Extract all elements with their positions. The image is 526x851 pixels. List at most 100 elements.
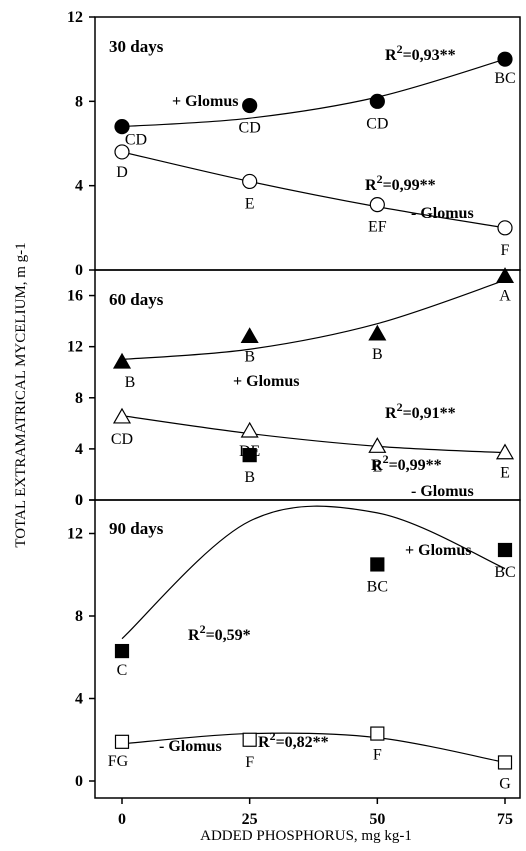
series-label: - Glomus <box>411 205 474 222</box>
data-point <box>370 726 385 741</box>
series-label: + Glomus <box>233 373 299 390</box>
data-point <box>114 643 130 659</box>
data-point <box>114 734 130 749</box>
significance-letter: C <box>117 662 128 679</box>
x-axis-label: ADDED PHOSPHORUS, mg kg-1 <box>200 828 412 844</box>
data-point <box>242 732 257 747</box>
fit-curve <box>121 505 506 640</box>
y-tick-label: 8 <box>75 93 83 110</box>
significance-letter: BC <box>494 564 515 581</box>
data-point <box>368 437 387 453</box>
data-point <box>495 443 515 460</box>
series-plus-glomus: B B B A + Glomus R2=0,91** <box>112 267 515 422</box>
significance-letter: A <box>499 287 511 304</box>
significance-letter: CD <box>125 132 147 149</box>
data-point <box>112 352 132 369</box>
y-tick-label: 4 <box>75 178 83 195</box>
y-axis-label: TOTAL EXTRAMATRICAL MYCELIUM, m g-1 <box>13 242 29 547</box>
significance-letter: CD <box>239 120 261 137</box>
data-point <box>112 407 132 424</box>
significance-letter: E <box>500 465 510 482</box>
x-axis: 0 25 50 75 <box>118 798 513 828</box>
series-minus-glomus: D E EF F - Glomus R2=0,99** <box>114 144 513 259</box>
significance-letter: G <box>499 775 511 792</box>
y-tick-label: 4 <box>75 691 83 708</box>
significance-letter: E <box>372 458 382 475</box>
data-point <box>369 93 385 109</box>
series-minus-glomus: FG F FG- Glomus R2=0,82** <box>108 726 513 792</box>
significance-letter: D <box>116 164 128 181</box>
significance-letter: B <box>125 374 136 391</box>
y-tick-label: 12 <box>67 339 83 356</box>
x-tick-label: 50 <box>369 811 385 828</box>
significance-letter: BC <box>367 578 388 595</box>
panel-1: 0 4 8 12 30 days CD CD CD BC + Glomus R2=0,93** D E E… <box>67 9 521 279</box>
r-squared-label: R2=0,93** <box>385 42 456 64</box>
r-squared-label: R2=0,82** <box>258 729 329 751</box>
y-tick-label: 12 <box>67 9 83 26</box>
data-point <box>369 197 385 213</box>
series-plus-glomus: C B BC BC + Glomus R2=0,59* <box>114 448 516 679</box>
data-point <box>368 324 387 341</box>
data-point <box>240 327 259 344</box>
series-label: - Glomus <box>411 483 474 500</box>
fit-curve <box>121 151 506 229</box>
significance-letter: B <box>372 346 383 363</box>
y-tick-label: 8 <box>75 608 83 625</box>
data-point <box>497 542 513 558</box>
panel-frame <box>94 499 521 799</box>
y-tick-label: 0 <box>75 262 83 279</box>
series-plus-glomus: CD CD CD BC + Glomus R2=0,93** <box>114 42 516 149</box>
r-squared-label: R2=0,99** <box>365 172 436 194</box>
data-point <box>114 144 130 160</box>
data-point <box>242 173 258 190</box>
y-tick-label: 16 <box>67 288 83 305</box>
x-tick-label: 25 <box>242 811 258 828</box>
significance-letter: CD <box>111 431 133 448</box>
data-point <box>114 119 130 135</box>
panel-title: 30 days <box>109 37 164 56</box>
panel-title: 90 days <box>109 519 164 538</box>
y-tick-label: 12 <box>67 526 83 543</box>
series-label: - Glomus <box>159 738 222 755</box>
x-tick-label: 0 <box>118 811 126 828</box>
significance-letter: BC <box>494 70 515 87</box>
data-point <box>240 421 259 438</box>
fit-curve <box>121 415 506 454</box>
significance-letter: F <box>245 754 254 771</box>
y-tick-label: 0 <box>75 492 83 509</box>
x-tick-label: 75 <box>497 811 513 828</box>
r-squared-label: R2=0,59* <box>188 622 251 644</box>
significance-letter: CD <box>366 115 388 132</box>
significance-letter: FG <box>108 753 129 770</box>
fit-curve <box>121 58 506 128</box>
data-point <box>497 755 513 770</box>
series-label: + Glomus <box>172 93 238 110</box>
fit-curve <box>121 279 506 361</box>
significance-letter: B <box>244 348 255 365</box>
data-point <box>242 97 258 114</box>
significance-letter: F <box>373 747 382 764</box>
series-label: + Glomus <box>405 542 471 559</box>
r-squared-label: R2=0,99** <box>371 452 442 474</box>
data-point <box>495 267 515 283</box>
panel-title: 60 days <box>109 290 164 309</box>
data-point <box>370 557 385 572</box>
significance-letter: EF <box>368 219 387 236</box>
y-tick-label: 8 <box>75 390 83 407</box>
r-squared-label: R2=0,91** <box>385 400 456 422</box>
y-tick-label: 0 <box>75 773 83 790</box>
significance-letter: B <box>244 469 255 486</box>
y-tick-label: 4 <box>75 441 83 458</box>
y-tick-label: 0 <box>75 492 83 509</box>
data-point <box>497 51 513 67</box>
fit-curve <box>121 732 506 764</box>
data-point <box>497 220 513 236</box>
significance-letter: F <box>501 242 510 259</box>
data-point <box>242 448 257 463</box>
significance-letter: E <box>245 195 255 212</box>
